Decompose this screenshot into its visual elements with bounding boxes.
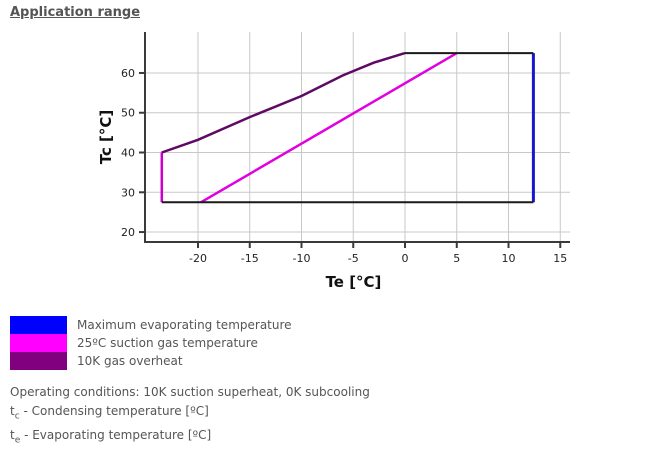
- page-title: Application range: [10, 5, 141, 20]
- tc-definition-note: tc - Condensing temperature [ºC]: [10, 404, 209, 422]
- y-axis-title: Tc [°C]: [97, 110, 115, 165]
- y-tick-label: 30: [121, 186, 135, 199]
- y-tick-label: 40: [121, 147, 135, 160]
- gas-overheat-10k-line: [161, 51, 406, 154]
- legend-label-max-evaporating: Maximum evaporating temperature: [77, 318, 292, 332]
- legend-label-gas-overheat: 10K gas overheat: [77, 354, 183, 368]
- legend-swatch-max-evaporating: [10, 316, 67, 334]
- chart-notes: Operating conditions: 10K suction superh…: [10, 383, 370, 451]
- x-tick-label: -15: [241, 252, 259, 265]
- y-tick-label: 50: [121, 107, 135, 120]
- x-axis-title: Te [°C]: [326, 273, 382, 291]
- legend-swatch-suction-gas: [10, 334, 67, 352]
- application-range-chart: -20 -15 -10 -5 0 5 10 15 20 30 40 50 60 Te [°C] Tc [°C…: [97, 32, 570, 291]
- legend-swatch-stack: [10, 316, 67, 370]
- operating-conditions-note: Operating conditions: 10K suction superh…: [10, 385, 370, 399]
- chart-legend: Maximum evaporating temperature 25ºC suc…: [10, 316, 292, 370]
- x-tick-label: 0: [402, 252, 409, 265]
- x-tick-label: -20: [189, 252, 207, 265]
- x-tick-label: -10: [293, 252, 311, 265]
- legend-labels: Maximum evaporating temperature 25ºC suc…: [77, 316, 292, 370]
- x-tick-label: -5: [348, 252, 359, 265]
- y-tick-label: 60: [121, 67, 135, 80]
- te-definition-note: te - Evaporating temperature [ºC]: [10, 428, 212, 446]
- x-tick-label: 10: [502, 252, 516, 265]
- legend-label-suction-gas: 25ºC suction gas temperature: [77, 336, 258, 350]
- y-tick-label: 20: [121, 226, 135, 239]
- suction-gas-25c-line: [200, 52, 458, 204]
- x-tick-label: 15: [553, 252, 567, 265]
- legend-swatch-gas-overheat: [10, 352, 67, 370]
- x-tick-label: 5: [453, 252, 460, 265]
